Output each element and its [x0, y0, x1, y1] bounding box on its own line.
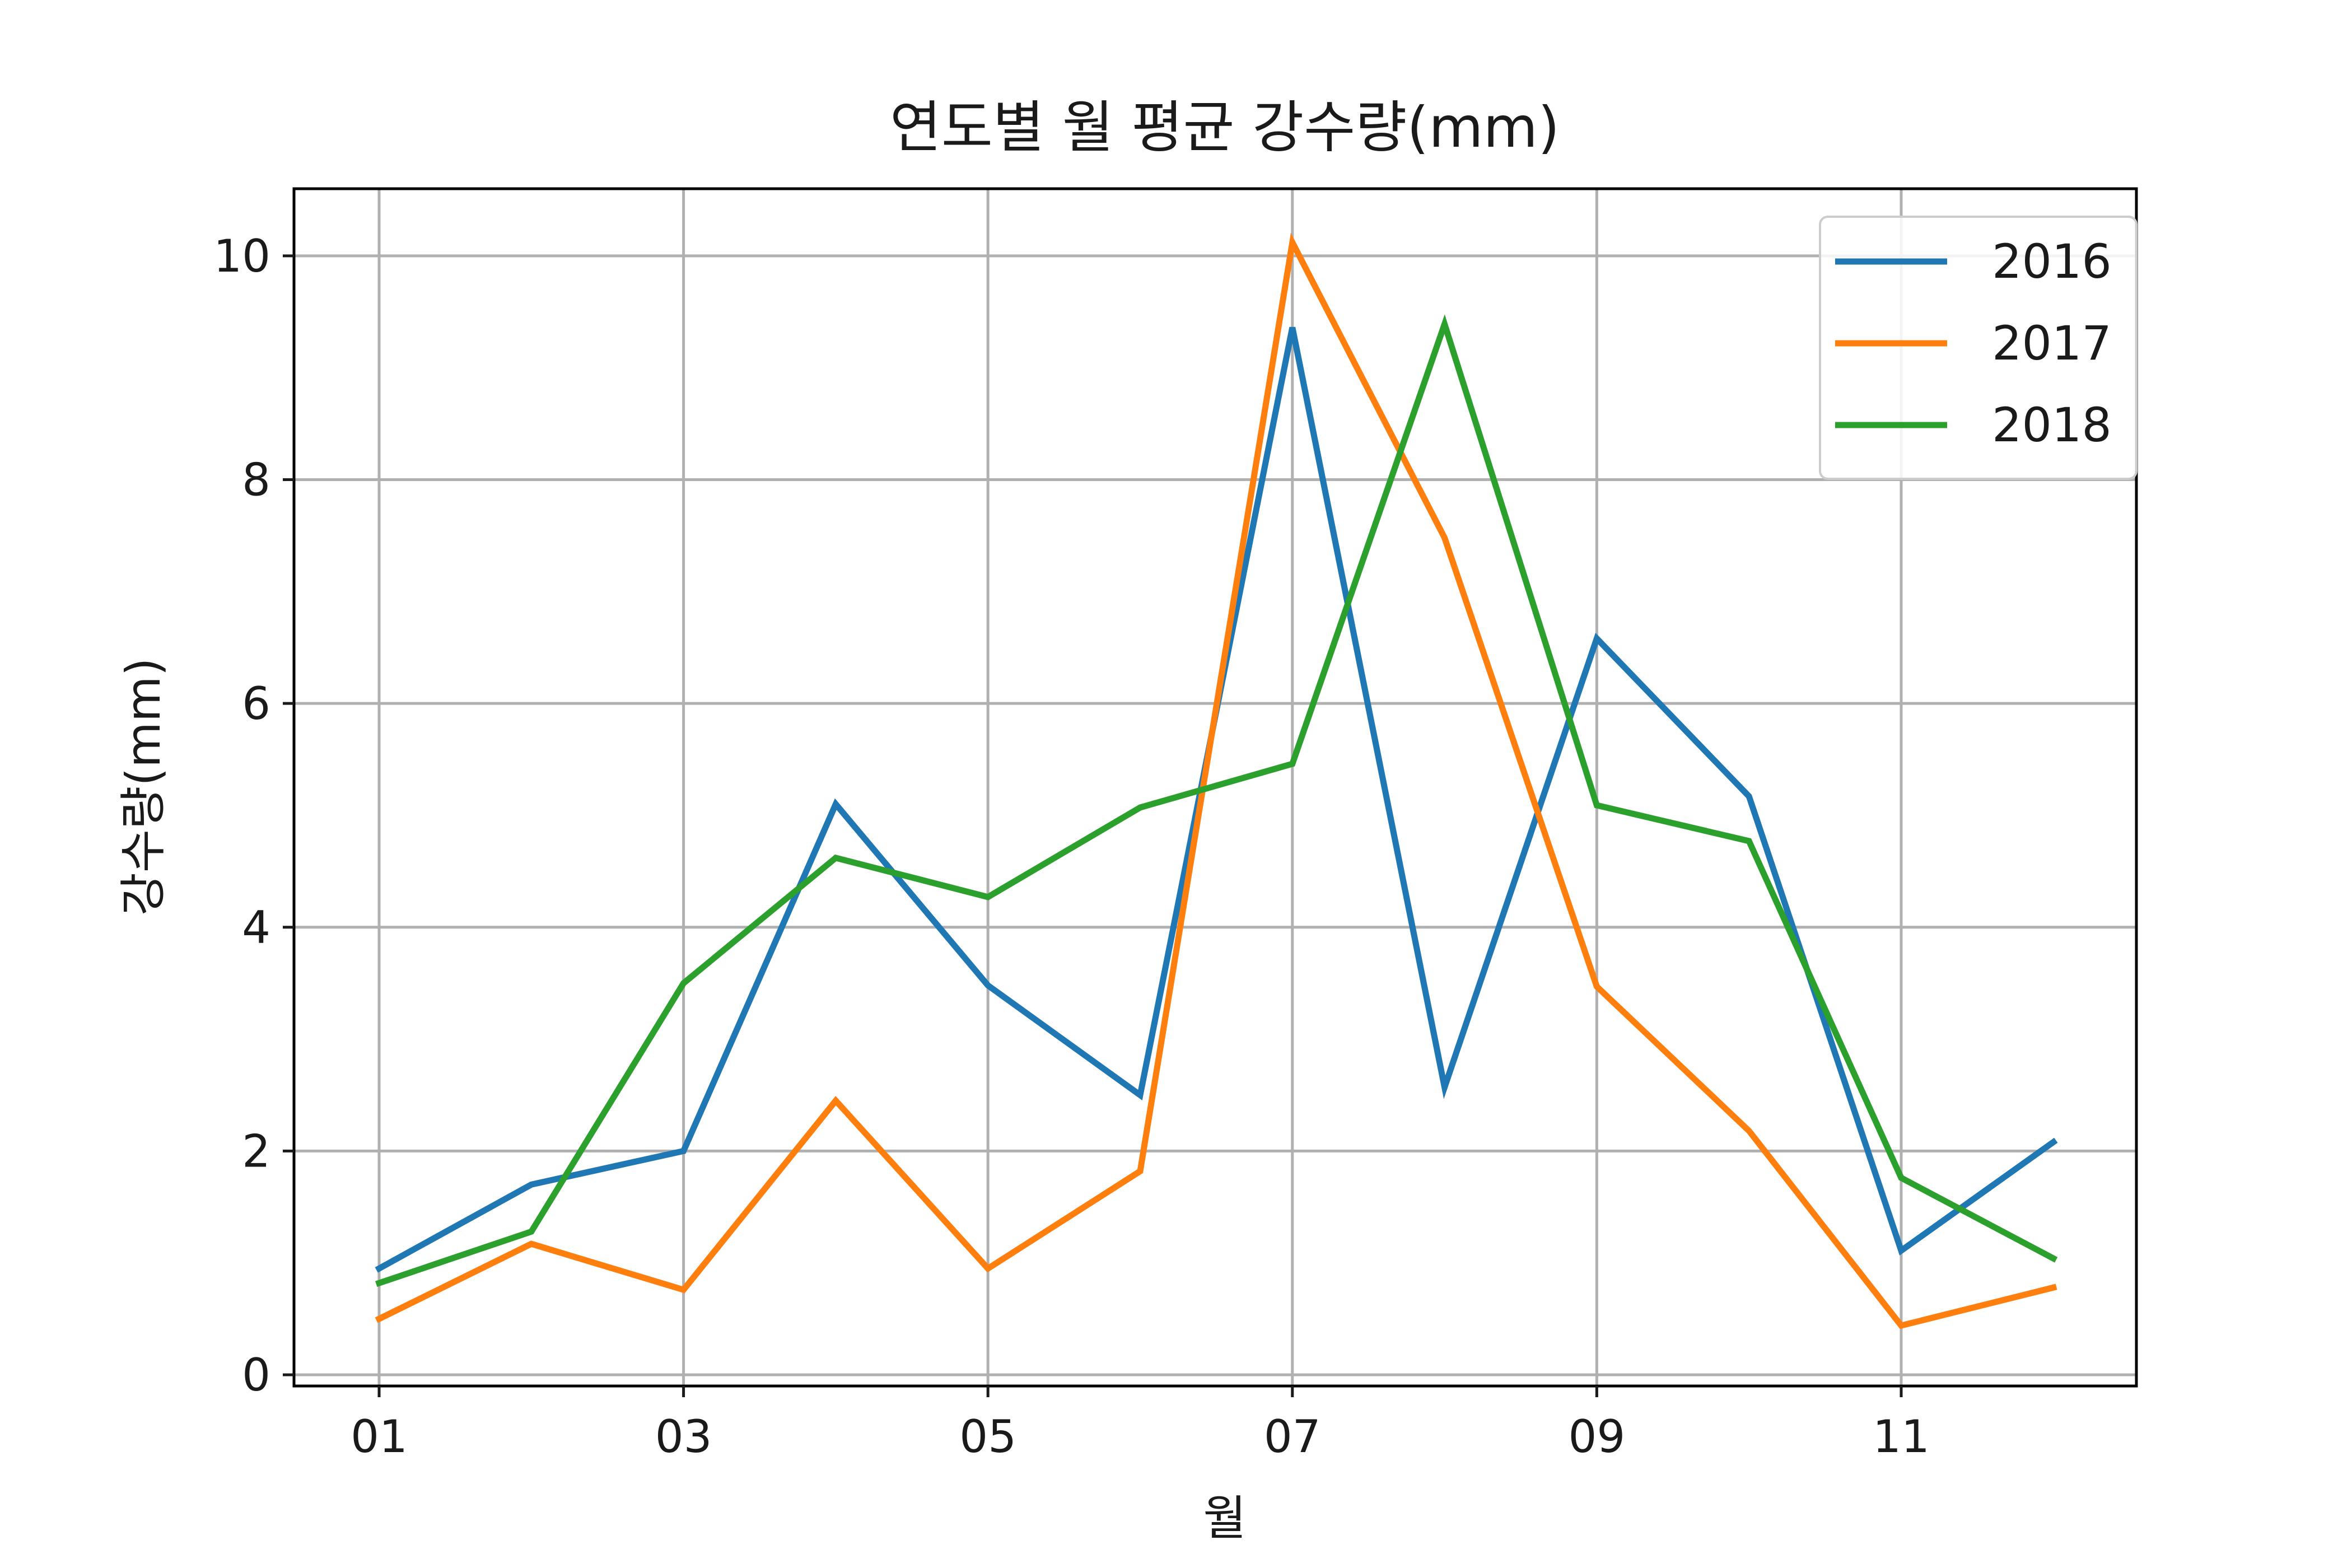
- y-axis-label: 강수량(mm): [116, 657, 171, 916]
- legend-label-2017: 2017: [1992, 316, 2112, 371]
- y-tick-label: 8: [242, 454, 270, 506]
- chart-title: 연도별 월 평균 강수량(mm): [890, 95, 1560, 160]
- tick-layer: 01 03 05 07 09 11 0 2 4 6 8 10: [213, 230, 1930, 1463]
- x-tick-label: 03: [655, 1411, 712, 1463]
- y-tick-label: 2: [242, 1125, 270, 1177]
- y-tick-label: 6: [242, 678, 270, 730]
- x-tick-label: 09: [1569, 1411, 1626, 1463]
- legend: 2016 2017 2018: [1819, 216, 2138, 480]
- y-tick-label: 0: [242, 1349, 270, 1401]
- x-axis-label: 월: [1203, 1491, 1246, 1546]
- legend-label-2016: 2016: [1992, 234, 2112, 289]
- x-tick-label: 01: [351, 1411, 408, 1463]
- plot-frame: [292, 187, 2138, 1388]
- series-line-2018: [375, 314, 2058, 1287]
- series-line-2016: [375, 326, 2058, 1273]
- x-tick-label: 07: [1264, 1411, 1321, 1463]
- series-layer: [375, 232, 2058, 1329]
- y-tick-label: 10: [213, 230, 270, 282]
- x-tick-label: 05: [959, 1411, 1016, 1463]
- y-tick-label: 4: [242, 902, 270, 954]
- legend-box: [1819, 216, 2138, 480]
- legend-label-2018: 2018: [1992, 398, 2112, 452]
- x-tick-label: 11: [1873, 1411, 1930, 1463]
- series-line-2017: [375, 232, 2057, 1329]
